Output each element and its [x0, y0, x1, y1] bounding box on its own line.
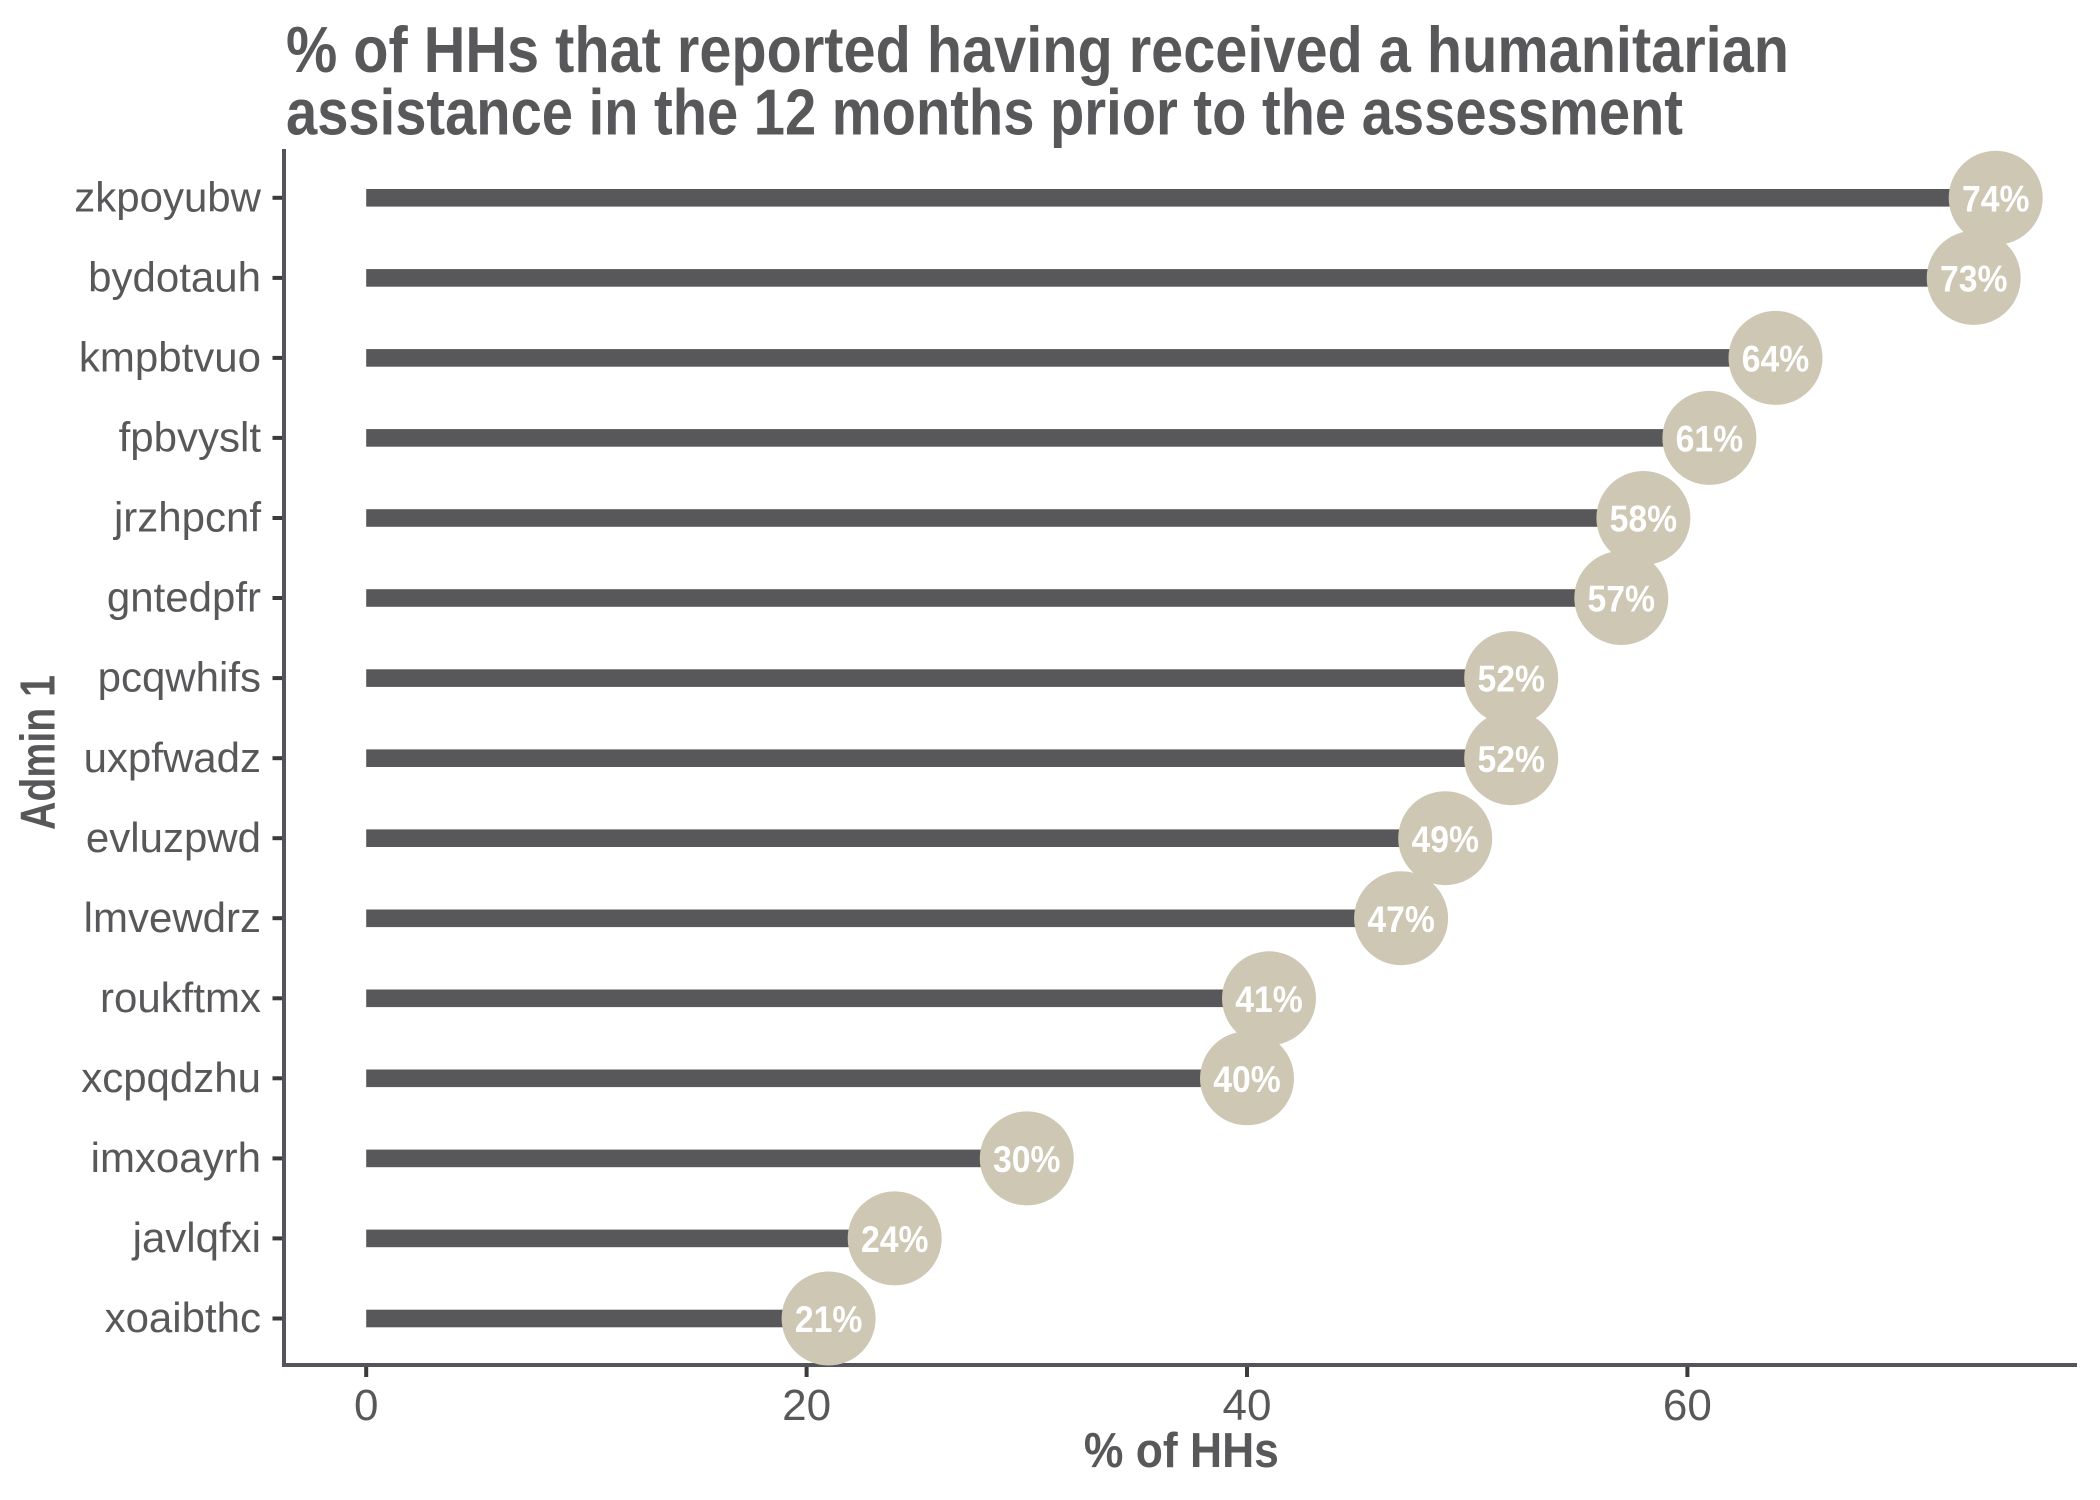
svg-text:49%: 49%: [1411, 819, 1479, 860]
svg-text:bydotauh: bydotauh: [88, 254, 261, 301]
svg-text:zkpoyubw: zkpoyubw: [74, 173, 261, 220]
svg-text:24%: 24%: [861, 1219, 929, 1260]
svg-text:47%: 47%: [1367, 899, 1435, 940]
svg-text:% of HHs: % of HHs: [1084, 1424, 1279, 1478]
svg-text:41%: 41%: [1235, 979, 1303, 1020]
svg-text:40%: 40%: [1213, 1059, 1281, 1100]
svg-text:40: 40: [1223, 1381, 1272, 1430]
svg-text:fpbvyslt: fpbvyslt: [119, 414, 262, 461]
svg-text:21%: 21%: [795, 1299, 863, 1340]
svg-text:evluzpwd: evluzpwd: [86, 814, 261, 861]
svg-text:xcpqdzhu: xcpqdzhu: [81, 1054, 261, 1101]
svg-text:javlqfxi: javlqfxi: [131, 1214, 261, 1261]
svg-text:jrzhpcnf: jrzhpcnf: [112, 494, 261, 541]
svg-text:57%: 57%: [1588, 579, 1656, 620]
svg-text:52%: 52%: [1477, 739, 1545, 780]
svg-text:64%: 64%: [1742, 339, 1810, 380]
svg-text:uxpfwadz: uxpfwadz: [84, 734, 261, 781]
svg-text:58%: 58%: [1610, 499, 1678, 540]
svg-text:pcqwhifs: pcqwhifs: [98, 654, 261, 701]
svg-text:gntedpfr: gntedpfr: [107, 574, 261, 621]
svg-text:lmvewdrz: lmvewdrz: [84, 894, 261, 941]
svg-text:assistance in the 12 months pr: assistance in the 12 months prior to the…: [286, 76, 1683, 149]
svg-text:30%: 30%: [993, 1139, 1061, 1180]
svg-text:kmpbtvuo: kmpbtvuo: [79, 334, 261, 381]
svg-text:xoaibthc: xoaibthc: [105, 1294, 261, 1341]
svg-text:20: 20: [782, 1381, 831, 1430]
svg-text:Admin 1: Admin 1: [11, 675, 65, 830]
svg-text:imxoayrh: imxoayrh: [91, 1134, 261, 1181]
svg-text:52%: 52%: [1477, 659, 1545, 700]
svg-text:74%: 74%: [1962, 178, 2030, 219]
svg-text:61%: 61%: [1676, 419, 1744, 460]
svg-text:% of HHs that reported having: % of HHs that reported having received a…: [286, 13, 1789, 86]
svg-text:roukftmx: roukftmx: [100, 974, 261, 1021]
svg-text:0: 0: [354, 1381, 378, 1430]
svg-text:73%: 73%: [1940, 259, 2008, 300]
svg-text:60: 60: [1663, 1381, 1712, 1430]
